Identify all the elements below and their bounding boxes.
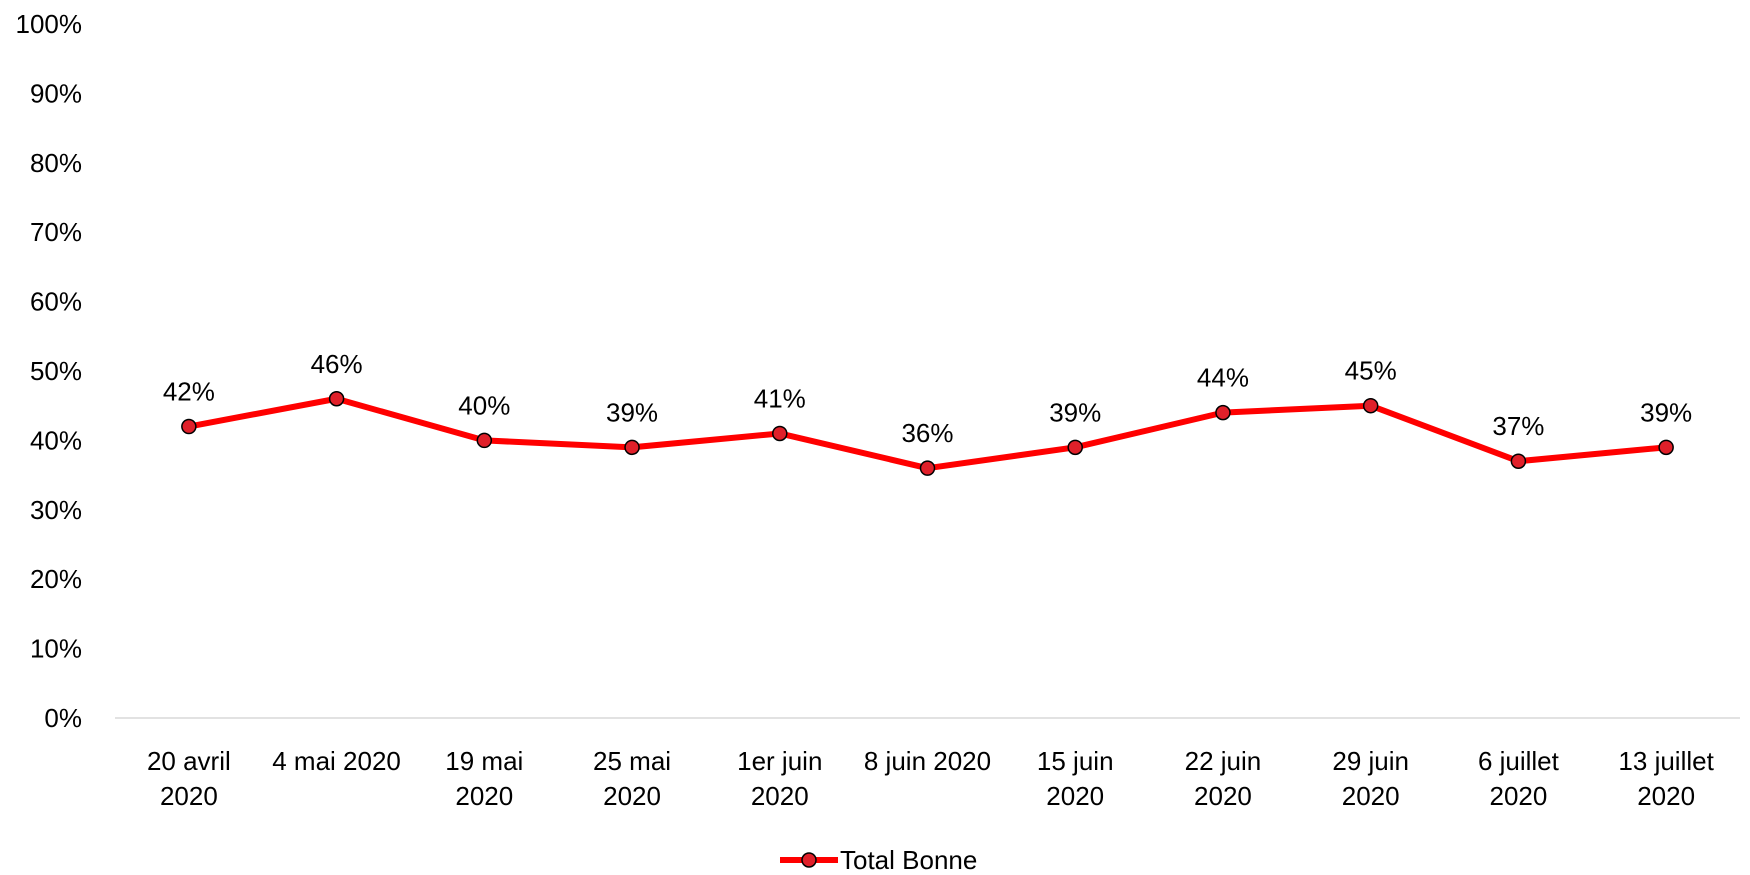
y-tick-label: 0% — [44, 703, 82, 733]
legend: Total Bonne — [780, 845, 977, 875]
y-axis: 0% 10% 20% 30% 40% 50% 60% 70% 80% 90% 100% — [16, 9, 83, 733]
x-tick-label: 19 mai — [445, 746, 523, 776]
x-tick-label: 2020 — [1342, 781, 1400, 811]
data-label: 40% — [458, 390, 510, 420]
y-tick-label: 60% — [30, 287, 82, 317]
data-point — [772, 425, 788, 442]
data-label: 45% — [1345, 356, 1397, 386]
data-point — [1067, 439, 1083, 456]
x-tick-label: 1er juin — [737, 746, 822, 776]
data-label: 39% — [1640, 397, 1692, 427]
y-tick-label: 10% — [30, 634, 82, 664]
y-tick-label: 80% — [30, 148, 82, 178]
x-tick-label: 8 juin 2020 — [864, 746, 991, 776]
data-label: 39% — [1049, 397, 1101, 427]
data-label: 44% — [1197, 363, 1249, 393]
x-tick-label: 4 mai 2020 — [272, 746, 401, 776]
y-tick-label: 70% — [30, 217, 82, 247]
x-tick-label: 2020 — [455, 781, 513, 811]
x-tick-label: 15 juin — [1037, 746, 1114, 776]
x-tick-label: 6 juillet — [1478, 746, 1560, 776]
data-point — [624, 439, 640, 456]
x-tick-label: 2020 — [160, 781, 218, 811]
data-label: 39% — [606, 397, 658, 427]
y-tick-label: 90% — [30, 78, 82, 108]
data-point — [328, 391, 345, 407]
x-tick-label: 2020 — [751, 781, 809, 811]
data-point — [1658, 439, 1674, 456]
x-tick-label: 2020 — [1489, 781, 1547, 811]
data-point — [1362, 397, 1379, 414]
x-tick-label: 13 juillet — [1618, 746, 1714, 776]
y-tick-label: 40% — [30, 425, 82, 455]
x-tick-label: 22 juin — [1185, 746, 1262, 776]
data-point — [1215, 404, 1231, 421]
legend-label: Total Bonne — [840, 845, 977, 875]
x-tick-label: 29 juin — [1332, 746, 1409, 776]
data-point — [476, 432, 493, 449]
data-label: 42% — [163, 377, 215, 407]
data-point — [1510, 453, 1527, 469]
y-tick-label: 100% — [16, 9, 83, 39]
x-tick-label: 2020 — [1046, 781, 1104, 811]
series-total-bonne — [181, 391, 1674, 476]
data-point — [919, 460, 936, 476]
data-label: 46% — [311, 349, 363, 379]
y-tick-label: 30% — [30, 495, 82, 525]
y-tick-label: 20% — [30, 564, 82, 594]
x-tick-label: 20 avril — [147, 746, 231, 776]
data-labels: 42% 46% 40% 39% 41% 36% 39% 44% 45% 37% 39% — [163, 349, 1692, 448]
y-tick-label: 50% — [30, 356, 82, 386]
legend-marker-icon — [801, 852, 817, 868]
x-axis: 20 avril 2020 4 mai 2020 19 mai 2020 25 mai 20… — [147, 746, 1715, 811]
data-point — [181, 418, 197, 435]
data-label: 41% — [754, 383, 806, 413]
data-label: 37% — [1492, 411, 1544, 441]
x-tick-label: 2020 — [1194, 781, 1252, 811]
x-tick-label: 2020 — [1637, 781, 1695, 811]
data-label: 36% — [901, 418, 953, 448]
x-tick-label: 2020 — [603, 781, 661, 811]
x-tick-label: 25 mai — [593, 746, 671, 776]
